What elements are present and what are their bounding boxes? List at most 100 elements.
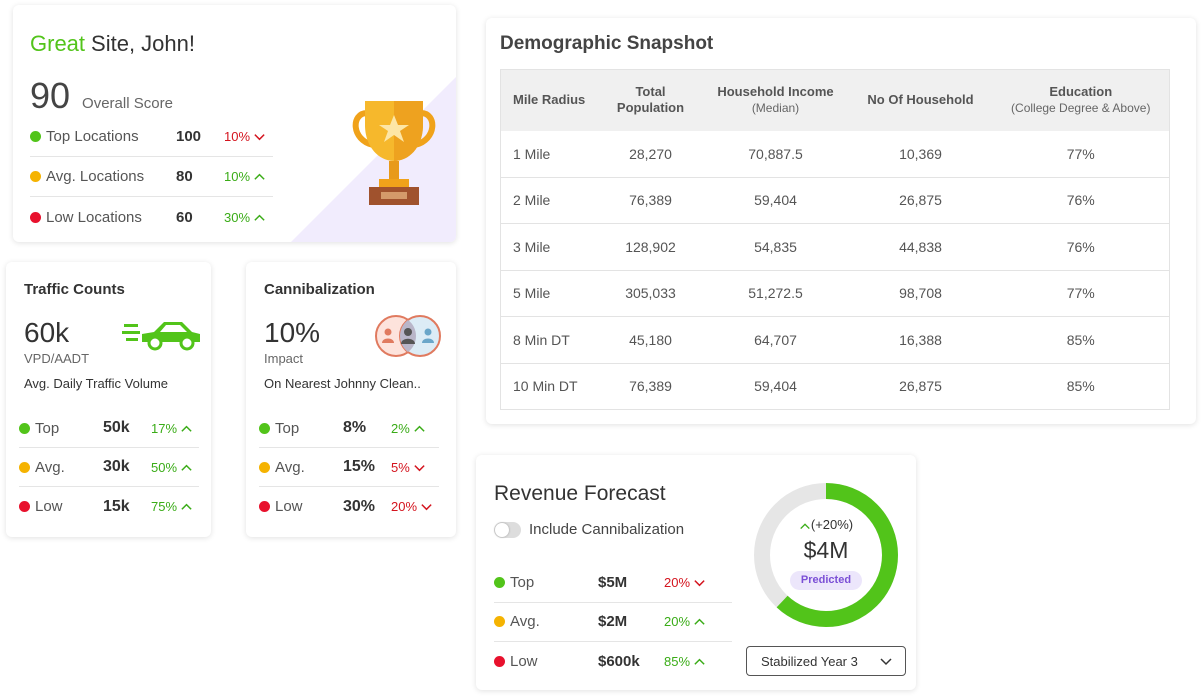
row-label: Top Locations (46, 128, 139, 145)
green-dot-icon (30, 131, 41, 142)
table-cell: 70,887.5 (702, 130, 849, 178)
overall-score-value: 90 (30, 75, 71, 116)
table-cell: 59,404 (702, 177, 849, 224)
column-header: Total Population (598, 69, 703, 131)
table-cell: 44,838 (848, 223, 993, 271)
cannibalization-row-low: Low 30% 20% (259, 487, 439, 526)
cannibalization-toggle-row: Include Cannibalization (494, 521, 684, 538)
chevron-up-icon (694, 658, 705, 666)
chevron-down-icon (254, 134, 265, 141)
table-cell: 76,389 (598, 177, 703, 224)
traffic-row-top: Top 50k 17% (19, 409, 199, 448)
row-value: 100 (176, 128, 202, 145)
row-label: Low (510, 653, 538, 671)
include-cannibalization-toggle[interactable] (494, 521, 521, 538)
donut-value: $4M (803, 537, 849, 563)
green-dot-icon (19, 422, 30, 434)
card-title: Traffic Counts (24, 281, 125, 298)
car-icon (122, 322, 200, 351)
column-header: Mile Radius (500, 69, 599, 131)
yellow-dot-icon (494, 616, 505, 628)
score-rows: Top Locations 100 10% Avg. Locations 80 … (30, 117, 273, 237)
table-cell: 16,388 (848, 316, 993, 364)
table-row: 5 Mile 305,033 51,272.5 98,708 77% (500, 270, 1170, 317)
table-cell: 10 Min DT (500, 363, 599, 410)
cannibalization-unit: Impact (264, 351, 304, 366)
predicted-badge: Predicted (790, 571, 862, 590)
table-cell: 76% (992, 223, 1170, 271)
donut-center: (+20%) $4M Predicted (752, 481, 900, 629)
table-cell: 76% (992, 177, 1170, 224)
traffic-description: Avg. Daily Traffic Volume (24, 376, 169, 391)
cannibalization-rows: Top 8% 2% Avg. 15% 5% Low 30% 20% (259, 409, 439, 526)
chevron-up-icon (181, 425, 192, 432)
traffic-row-avg: Avg. 30k 50% (19, 448, 199, 487)
row-change: 10% (224, 169, 266, 184)
row-label: Top (510, 573, 535, 591)
revenue-rows: Top $5M 20% Avg. $2M 20% Low $600k 85% (494, 563, 732, 682)
table-cell: 3 Mile (500, 223, 599, 271)
row-change: 10% (224, 129, 266, 144)
row-value: $5M (598, 573, 628, 591)
chevron-down-icon (414, 464, 425, 471)
red-dot-icon (30, 211, 41, 223)
overall-score: 90 Overall Score (30, 75, 173, 117)
green-dot-icon (259, 422, 270, 434)
row-value: 30k (103, 458, 130, 475)
table-cell: 28,270 (598, 130, 703, 178)
row-change: 20% (664, 575, 706, 590)
row-change: 50% (151, 460, 193, 475)
chevron-down-icon (694, 579, 705, 587)
table-cell: 77% (992, 130, 1170, 178)
table-cell: 98,708 (848, 270, 993, 317)
row-label: Avg. Locations (46, 168, 145, 185)
table-row: 8 Min DT 45,180 64,707 16,388 85% (500, 316, 1170, 364)
card-title: Demographic Snapshot (500, 33, 714, 54)
stabilized-year-select[interactable]: Stabilized Year 3 (746, 646, 906, 676)
yellow-dot-icon (259, 461, 270, 473)
row-change: 20% (391, 499, 433, 514)
chevron-up-icon (181, 464, 192, 471)
score-card: Great Site, John! 90 Overall Score Top Lo… (13, 5, 456, 242)
table-cell: 85% (992, 316, 1170, 364)
revenue-row-avg: Avg. $2M 20% (494, 603, 732, 642)
card-title: Cannibalization (264, 281, 375, 298)
row-value: $600k (598, 653, 640, 671)
overlap-users-icon (375, 315, 441, 357)
traffic-rows: Top 50k 17% Avg. 30k 50% Low 15k 75% (19, 409, 199, 526)
row-value: 80 (176, 168, 193, 185)
cannibalization-row-top: Top 8% 2% (259, 409, 439, 448)
chevron-up-icon (254, 173, 265, 180)
row-value: 15% (343, 458, 376, 475)
row-change: 20% (664, 614, 706, 629)
chevron-down-icon (880, 658, 892, 666)
table-cell: 8 Min DT (500, 316, 599, 364)
revenue-forecast-card: Revenue Forecast Include Cannibalization… (476, 455, 916, 690)
yellow-dot-icon (30, 171, 41, 182)
table-row: 3 Mile 128,902 54,835 44,838 76% (500, 223, 1170, 271)
row-change: 2% (391, 421, 426, 436)
demographic-snapshot-card: Demographic Snapshot Mile Radius Total P… (486, 18, 1196, 424)
toggle-label: Include Cannibalization (529, 521, 685, 538)
table-cell: 51,272.5 (702, 270, 849, 317)
traffic-row-low: Low 15k 75% (19, 487, 199, 526)
red-dot-icon (19, 501, 30, 512)
score-row-low: Low Locations 60 30% (30, 197, 273, 237)
row-value: 8% (343, 419, 367, 436)
row-label: Top (275, 419, 300, 437)
donut-change: (+20%) (752, 517, 900, 532)
score-row-top: Top Locations 100 10% (30, 117, 273, 157)
chevron-up-icon (181, 503, 192, 510)
traffic-value: 60k (24, 317, 70, 348)
cannibalization-description: On Nearest Johnny Clean.. (264, 376, 421, 391)
table-cell: 5 Mile (500, 270, 599, 317)
table-row: 2 Mile 76,389 59,404 26,875 76% (500, 177, 1170, 224)
chevron-up-icon (694, 618, 705, 626)
chevron-up-icon (254, 214, 265, 221)
row-value: 60 (176, 208, 193, 226)
table-cell: 64,707 (702, 316, 849, 364)
table-cell: 26,875 (848, 363, 993, 410)
table-cell: 85% (992, 363, 1170, 410)
row-change: 85% (664, 654, 706, 669)
trophy-icon (352, 101, 436, 205)
